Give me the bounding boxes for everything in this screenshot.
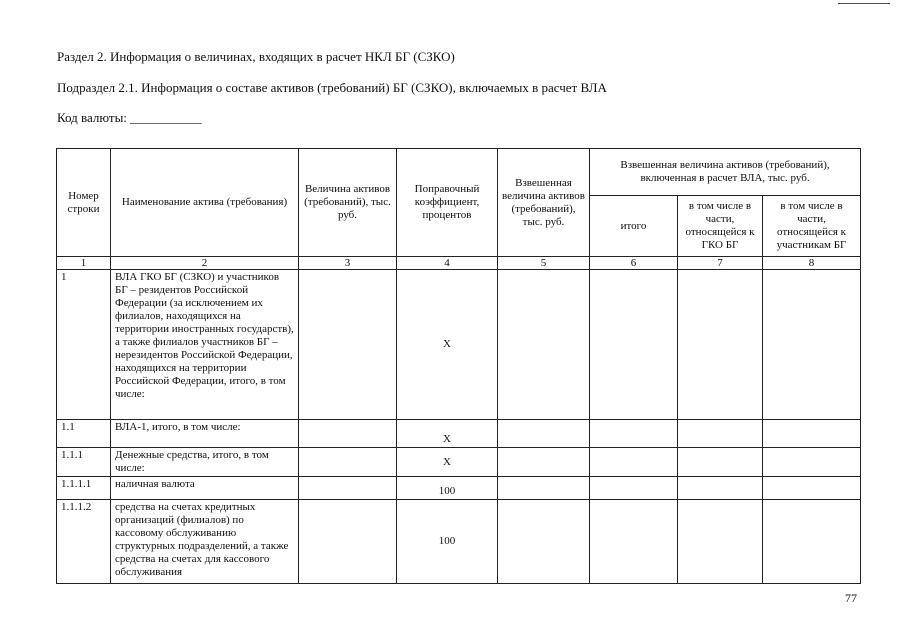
cell-asset-value [298, 476, 397, 500]
cell [589, 419, 678, 448]
cell-asset-value [298, 447, 397, 477]
cell [762, 476, 861, 500]
cell-asset-value [298, 499, 397, 584]
cell [762, 499, 861, 584]
row-number: 1.1.1.2 [56, 499, 111, 584]
header-weighted-value: Взвешенная величина активов (требований)… [497, 148, 590, 257]
row-name: ВЛА ГКО БГ (СЗКО) и участников БГ – рези… [110, 269, 299, 420]
col-num: 4 [396, 256, 498, 270]
page-number: 77 [845, 591, 857, 605]
header-weighted-included: Взвешенная величина активов (требований)… [589, 148, 861, 196]
cell [677, 499, 763, 584]
subsection-title: Подраздел 2.1. Информация о составе акти… [57, 80, 607, 95]
row-coef: 100 [396, 499, 498, 584]
row-number: 1.1.1.1 [56, 476, 111, 500]
table-row: 1.1.1.2 средства на счетах кредитных орг… [56, 499, 861, 584]
col-num: 7 [677, 256, 763, 270]
cell [677, 269, 763, 420]
row-coef: 100 [396, 476, 498, 500]
cell [589, 476, 678, 500]
cell [762, 419, 861, 448]
header-asset-value: Величина активов (требований), тыс. руб. [298, 148, 397, 257]
cell [497, 419, 590, 448]
col-num: 3 [298, 256, 397, 270]
col-num: 2 [110, 256, 299, 270]
table-row: 1 ВЛА ГКО БГ (СЗКО) и участников БГ – ре… [56, 269, 861, 420]
cell-asset-value [298, 269, 397, 420]
cell [589, 499, 678, 584]
cell [589, 447, 678, 477]
cell [677, 447, 763, 477]
cell-asset-value [298, 419, 397, 448]
col-num: 8 [762, 256, 861, 270]
cell [497, 499, 590, 584]
header-gko-part: в том числе в части, относящейся к ГКО Б… [677, 195, 763, 257]
header-total: итого [589, 195, 678, 257]
row-coef: X [396, 269, 498, 420]
top-rule [838, 3, 890, 4]
header-asset-name: Наименование актива (требования) [110, 148, 299, 257]
table-row: 1.1.1 Денежные средства, итого, в том чи… [56, 447, 861, 477]
header-adjustment-coef: Поправочный коэффициент, процентов [396, 148, 498, 257]
cell [497, 447, 590, 477]
header-participants-part: в том числе в части, относящейся к участ… [762, 195, 861, 257]
cell [497, 476, 590, 500]
col-num: 5 [497, 256, 590, 270]
col-num: 1 [56, 256, 111, 270]
row-name: средства на счетах кредитных организаций… [110, 499, 299, 584]
currency-code-label: Код валюты: ___________ [57, 110, 202, 125]
row-number: 1.1 [56, 419, 111, 448]
table-row: 1.1.1.1 наличная валюта 100 [56, 476, 861, 500]
cell [762, 269, 861, 420]
row-coef: X [396, 447, 498, 477]
cell [589, 269, 678, 420]
row-name: Денежные средства, итого, в том числе: [110, 447, 299, 477]
row-number: 1.1.1 [56, 447, 111, 477]
table-row: 1.1 ВЛА-1, итого, в том числе: X [56, 419, 861, 448]
row-number: 1 [56, 269, 111, 420]
assets-table: Номер строки Наименование актива (требов… [56, 148, 861, 584]
row-name: наличная валюта [110, 476, 299, 500]
cell [677, 476, 763, 500]
cell [762, 447, 861, 477]
cell [497, 269, 590, 420]
section-title: Раздел 2. Информация о величинах, входящ… [57, 49, 455, 64]
cell [677, 419, 763, 448]
header-row-number: Номер строки [56, 148, 111, 257]
col-num: 6 [589, 256, 678, 270]
row-name: ВЛА-1, итого, в том числе: [110, 419, 299, 448]
row-coef: X [396, 419, 498, 448]
